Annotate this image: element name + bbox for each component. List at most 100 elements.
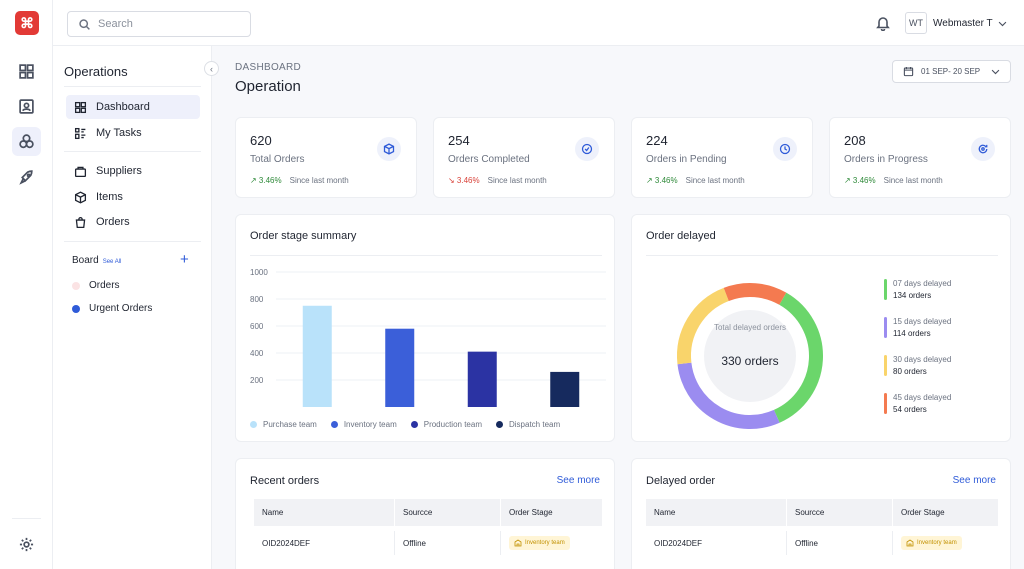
bag-icon xyxy=(75,216,86,228)
donut-legend-item: 45 days delayed 54 orders xyxy=(884,393,951,414)
donut-slice-45-days-delayed xyxy=(723,283,787,305)
bar-inventory-team xyxy=(385,328,415,407)
board-see-all-link[interactable]: See All xyxy=(102,259,122,265)
cell-order-stage: Inventory team xyxy=(500,531,602,555)
y-tick-label: 1000 xyxy=(250,268,268,277)
stat-card-orders-completed[interactable]: 254 Orders Completed ↘ 3.46% Since last m… xyxy=(433,117,615,198)
search-icon xyxy=(79,18,90,30)
stat-value: 208 xyxy=(844,133,866,148)
sidebar-item-label: Dashboard xyxy=(96,101,150,113)
rail-settings-button[interactable] xyxy=(12,530,41,559)
column-header-source[interactable]: Sourcce xyxy=(786,499,892,526)
calendar-icon xyxy=(903,67,914,77)
table-row[interactable]: OID2024DEF Offline Inventory team xyxy=(254,531,602,555)
stat-card-total-orders[interactable]: 620 Total Orders ↗ 3.46% Since last month xyxy=(235,117,417,198)
board-item-orders[interactable]: Orders xyxy=(72,280,120,291)
rail-contacts-button[interactable] xyxy=(12,92,41,121)
column-header-order-stage[interactable]: Order Stage xyxy=(892,499,998,526)
donut-legend-item: 30 days delayed 80 orders xyxy=(884,355,951,376)
delayed-orders-see-more-link[interactable]: See more xyxy=(952,475,996,486)
sidebar-divider xyxy=(64,241,201,242)
app-logo[interactable]: ⌘ xyxy=(15,11,39,35)
search-box[interactable] xyxy=(67,11,251,37)
check-circle-icon xyxy=(581,143,593,155)
legend-value: 134 orders xyxy=(893,291,932,300)
column-header-name[interactable]: Name xyxy=(654,508,676,517)
card-title: Delayed order xyxy=(646,475,716,487)
stat-icon-badge xyxy=(575,137,599,161)
gear-icon xyxy=(19,537,34,552)
column-header-source[interactable]: Sourcce xyxy=(394,499,500,526)
sidebar-item-suppliers[interactable]: Suppliers xyxy=(66,159,200,183)
cell-order-stage: Inventory team xyxy=(892,531,998,555)
sidebar-item-items[interactable]: Items xyxy=(66,185,200,209)
stat-value: 254 xyxy=(448,133,470,148)
legend-label: 30 days delayed xyxy=(893,355,952,364)
stage-badge: Inventory team xyxy=(509,536,570,550)
sidebar-item-dashboard[interactable]: Dashboard xyxy=(66,95,200,119)
plus-icon: + xyxy=(180,251,189,268)
date-range-value: 01 SEP- 20 SEP xyxy=(921,67,981,76)
user-menu[interactable]: WT Webmaster T xyxy=(905,12,1008,34)
stage-badge-label: Inventory team xyxy=(917,540,957,546)
donut-slice-07-days-delayed xyxy=(773,292,823,423)
board-item-urgent-orders[interactable]: Urgent Orders xyxy=(72,303,152,314)
sidebar-item-my-tasks[interactable]: My Tasks xyxy=(66,121,200,145)
column-header-name[interactable]: Name xyxy=(262,508,284,517)
stat-icon-badge xyxy=(971,137,995,161)
grid-icon xyxy=(19,64,34,79)
rocket-icon xyxy=(19,170,33,185)
chart-title: Order stage summary xyxy=(250,230,357,242)
trend-period: Since last month xyxy=(487,176,547,185)
table-header: Name Sourcce Order Stage xyxy=(254,499,602,526)
legend-swatch xyxy=(250,421,257,428)
sidebar-item-orders[interactable]: Orders xyxy=(66,210,200,234)
cell-source: Offline xyxy=(394,531,500,555)
legend-swatch xyxy=(884,317,887,338)
contact-card-icon xyxy=(19,99,34,114)
bell-icon xyxy=(876,17,890,32)
add-board-button[interactable]: + xyxy=(180,251,189,268)
tasks-icon xyxy=(74,127,86,139)
trend-percent: ↗ 3.46% xyxy=(646,176,678,185)
date-range-picker[interactable]: 01 SEP- 20 SEP xyxy=(892,60,1011,83)
donut-slice-30-days-delayed xyxy=(677,287,730,365)
recent-orders-see-more-link[interactable]: See more xyxy=(556,475,600,486)
legend-swatch xyxy=(330,421,338,428)
stat-trend: ↗ 3.46% Since last month xyxy=(646,176,745,185)
rail-dashboard-button[interactable] xyxy=(12,57,41,86)
cell-name: OID2024DEF xyxy=(654,538,703,548)
icon-rail: ⌘ xyxy=(0,0,53,569)
box-icon xyxy=(74,190,87,204)
sidebar-item-label: Orders xyxy=(96,216,130,228)
sidebar-item-label: My Tasks xyxy=(96,127,142,139)
legend-label: Inventory team xyxy=(343,420,397,429)
board-color-dot xyxy=(72,281,80,290)
column-header-order-stage[interactable]: Order Stage xyxy=(500,499,602,526)
stage-badge-label: Inventory team xyxy=(525,540,565,546)
chart-title: Order delayed xyxy=(646,230,716,242)
sidebar-divider xyxy=(64,151,201,152)
search-input[interactable] xyxy=(98,18,248,30)
chart-legend: Purchase team Inventory team Production … xyxy=(250,420,560,429)
table-row[interactable]: OID2024DEF Offline Inventory team xyxy=(646,531,998,555)
order-stage-summary-card: Order stage summary 1000 800 600 400 200 Pur… xyxy=(235,214,615,442)
bar-production-team xyxy=(467,351,497,407)
notifications-button[interactable] xyxy=(875,15,891,36)
donut-legend-item: 07 days delayed 134 orders xyxy=(884,279,951,300)
order-delayed-card: Order delayed Total delayed orders 330 o… xyxy=(631,214,1011,442)
chevron-left-icon: ‹ xyxy=(210,63,213,74)
legend-value: 54 orders xyxy=(893,405,927,414)
board-item-label: Orders xyxy=(89,280,120,291)
building-icon xyxy=(514,539,522,547)
bar-chart: 1000 800 600 400 200 xyxy=(250,268,606,407)
stat-card-orders-in-progress[interactable]: 208 Orders in Progress ↗ 3.46% Since last… xyxy=(829,117,1011,198)
stat-label: Orders Completed xyxy=(448,154,530,165)
legend-swatch xyxy=(496,421,503,428)
clock-icon xyxy=(779,143,791,155)
trend-percent: ↘ 3.46% xyxy=(448,176,480,185)
collapse-sidebar-button[interactable]: ‹ xyxy=(204,61,219,76)
stat-card-orders-pending[interactable]: 224 Orders in Pending ↗ 3.46% Since last … xyxy=(631,117,813,198)
rail-operations-button[interactable] xyxy=(12,127,41,156)
rail-launch-button[interactable] xyxy=(12,163,41,192)
